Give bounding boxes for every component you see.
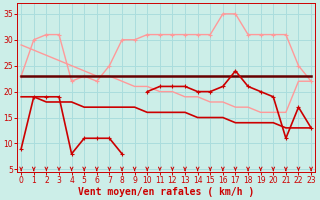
X-axis label: Vent moyen/en rafales ( km/h ): Vent moyen/en rafales ( km/h ): [78, 187, 254, 197]
